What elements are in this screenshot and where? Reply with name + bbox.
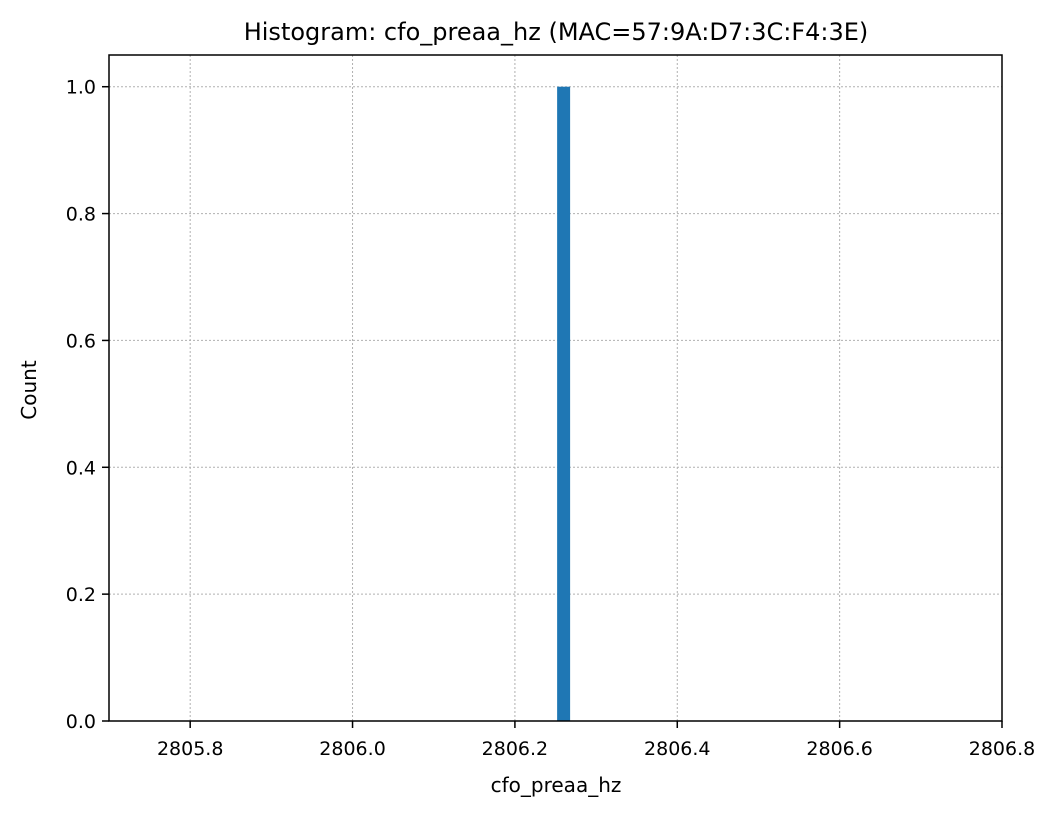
x-axis-label: cfo_preaa_hz <box>491 773 622 797</box>
y-tick-label: 1.0 <box>66 77 96 99</box>
histogram-bar <box>557 86 571 721</box>
y-tick-label: 0.6 <box>66 330 96 352</box>
x-tick-label: 2806.4 <box>644 738 710 760</box>
plot-frame <box>108 54 1003 722</box>
y-tick-label: 0.4 <box>66 457 96 479</box>
y-axis-label: Count <box>17 360 41 420</box>
x-tick-label: 2806.2 <box>482 738 548 760</box>
x-grid <box>189 55 1003 721</box>
chart-title: Histogram: cfo_preaa_hz (MAC=57:9A:D7:3C… <box>244 18 869 46</box>
x-tick-label: 2806.6 <box>806 738 872 760</box>
x-axis-ticks: 2805.8 2806.0 2806.2 2806.4 2806.6 2806.8 <box>157 721 1035 760</box>
y-axis-ticks: 0.0 0.2 0.4 0.6 0.8 1.0 <box>66 77 109 733</box>
x-tick-label: 2806.8 <box>969 738 1035 760</box>
histogram-bars <box>557 86 571 721</box>
x-tick-label: 2806.0 <box>319 738 385 760</box>
y-tick-label: 0.2 <box>66 584 96 606</box>
y-tick-label: 0.8 <box>66 204 96 226</box>
x-tick-label: 2805.8 <box>157 738 223 760</box>
y-tick-label: 0.0 <box>66 711 96 733</box>
y-grid <box>109 86 1002 722</box>
